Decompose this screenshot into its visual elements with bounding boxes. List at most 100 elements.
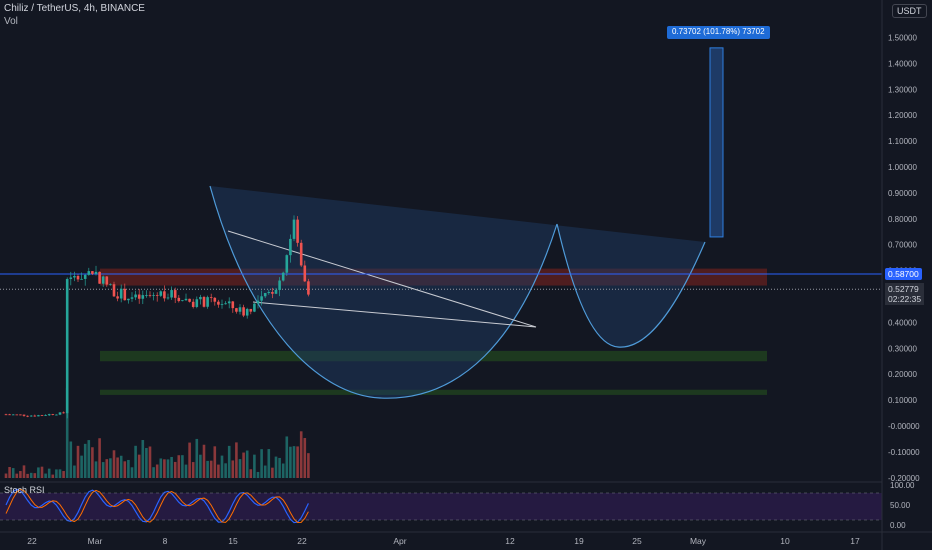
candle-body xyxy=(76,275,80,280)
horizontal-lines xyxy=(0,273,882,290)
volume-bar xyxy=(292,446,296,478)
x-tick-label: 10 xyxy=(780,536,790,546)
candle-body xyxy=(202,297,206,307)
candle-body xyxy=(141,295,145,299)
volume-bar xyxy=(145,447,148,478)
volume-bar xyxy=(213,446,217,478)
measure-label: 0.73702 (101.78%) 73702 xyxy=(667,26,770,39)
volume-bar xyxy=(40,466,44,478)
y-tick-label: 0.90000 xyxy=(888,189,917,198)
x-tick-label: 25 xyxy=(632,536,642,546)
volume-bar xyxy=(65,388,69,478)
y-tick-label: 1.10000 xyxy=(888,137,917,146)
volume-bar xyxy=(231,460,235,478)
horizontal-line-price-tag: 0.58700 xyxy=(885,268,922,280)
candles xyxy=(4,215,310,419)
candle-body xyxy=(130,297,134,299)
y-tick-label: -0.10000 xyxy=(888,448,920,457)
volume-bar xyxy=(15,473,19,478)
candle-body xyxy=(289,238,292,256)
candle-body xyxy=(62,412,65,414)
y-tick-label: 1.00000 xyxy=(888,163,917,172)
current-price-value: 0.52779 xyxy=(888,284,919,294)
candle-body xyxy=(303,265,307,282)
candle-body xyxy=(181,300,184,302)
volume-bar xyxy=(112,450,116,478)
candle-body xyxy=(116,296,119,299)
candle-body xyxy=(213,297,217,302)
volume-bar xyxy=(285,436,289,478)
volume-bar xyxy=(73,465,76,478)
candle-body xyxy=(123,288,127,301)
target-zone xyxy=(709,47,724,238)
candle-body xyxy=(40,415,44,417)
candle-body xyxy=(119,288,123,299)
x-tick-label: May xyxy=(690,536,707,546)
volume-bar xyxy=(62,471,65,478)
candle-body xyxy=(98,271,101,284)
volume-bar xyxy=(195,438,199,478)
y-tick-label: 0.20000 xyxy=(888,370,917,379)
rsi-k-line xyxy=(5,488,309,524)
y-tick-label: 0.70000 xyxy=(888,241,917,250)
x-tick-label: Mar xyxy=(88,536,103,546)
candle-body xyxy=(217,301,220,305)
volume-bar xyxy=(119,455,123,478)
currency-selector[interactable]: USDT xyxy=(892,4,927,18)
volume-bar xyxy=(224,463,227,478)
candle-body xyxy=(209,297,213,298)
volume-bar xyxy=(289,446,292,478)
candle-body xyxy=(94,271,98,274)
candle-body xyxy=(134,294,137,298)
candle-body xyxy=(87,271,91,275)
volume-bar xyxy=(55,469,58,478)
x-tick-label: 22 xyxy=(297,536,307,546)
candle-body xyxy=(22,414,26,416)
y-tick-label: -0.20000 xyxy=(888,474,920,483)
candle-body xyxy=(166,297,170,299)
volume-bar xyxy=(101,462,105,478)
candle-body xyxy=(73,275,76,278)
volume-bar xyxy=(184,464,188,478)
candle-body xyxy=(206,297,209,307)
candle-body xyxy=(274,289,278,294)
candle-body xyxy=(227,301,231,304)
volume-bar xyxy=(170,456,173,478)
volume-bar xyxy=(19,471,22,478)
volume-bar xyxy=(206,460,209,478)
candle-body xyxy=(173,290,177,298)
volume-bar xyxy=(163,459,166,478)
volume-bar xyxy=(29,472,33,478)
candle-body xyxy=(8,414,11,416)
volume-bar xyxy=(256,471,260,478)
candle-body xyxy=(245,308,249,316)
candle-body xyxy=(33,415,37,417)
candle-body xyxy=(235,308,238,312)
candle-body xyxy=(80,278,83,280)
volume-bar xyxy=(116,457,119,478)
candle-body xyxy=(55,414,58,416)
volume-bar xyxy=(33,473,37,478)
volume-bar xyxy=(217,464,220,478)
rsi-tick-label: 100.00 xyxy=(890,481,915,490)
volume-bars xyxy=(4,388,310,478)
x-tick-label: 19 xyxy=(574,536,584,546)
volume-bar xyxy=(98,438,101,478)
candle-body xyxy=(263,293,267,297)
candle-body xyxy=(26,415,29,417)
x-tick-label: 22 xyxy=(27,536,37,546)
volume-bar xyxy=(188,442,191,478)
volume-bar xyxy=(281,463,285,478)
x-tick-label: Apr xyxy=(393,536,406,546)
volume-bar xyxy=(127,459,130,478)
candle-body xyxy=(242,307,245,316)
candle-body xyxy=(19,414,22,416)
volume-bar xyxy=(51,474,55,478)
y-tick-label: 1.20000 xyxy=(888,111,917,120)
candle-body xyxy=(170,290,173,298)
candle-body xyxy=(155,295,159,296)
volume-bar xyxy=(105,459,109,478)
cup-handle-pattern xyxy=(209,47,724,399)
candle-body xyxy=(105,276,109,285)
